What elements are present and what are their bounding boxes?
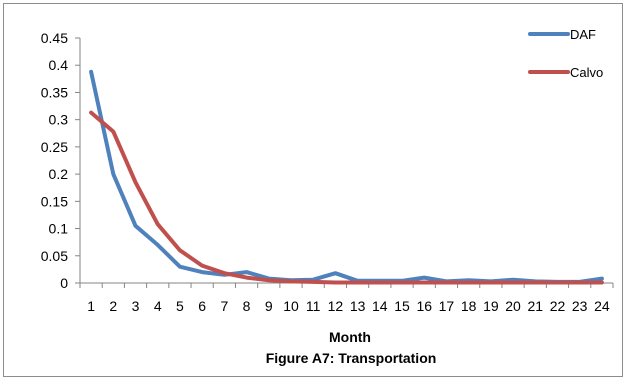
x-tick-label: 13	[350, 298, 366, 314]
y-tick-label: 0.25	[41, 139, 68, 155]
x-tick-label: 12	[328, 298, 344, 314]
x-tick-label: 14	[372, 298, 388, 314]
x-tick-label: 18	[461, 298, 477, 314]
y-tick-label: 0.05	[41, 248, 68, 264]
x-tick-label: 16	[416, 298, 432, 314]
x-tick-label: 10	[283, 298, 299, 314]
legend-label-daf: DAF	[570, 27, 596, 42]
x-tick-label: 5	[176, 298, 184, 314]
y-tick-label: 0.3	[49, 112, 69, 128]
x-tick-label: 11	[306, 298, 321, 314]
x-tick-label: 9	[265, 298, 273, 314]
y-tick-label: 0.4	[49, 57, 69, 73]
y-axis: 0 0.05 0.1 0.15 0.2 0.25 0.3 0.35 0.4 0.45	[41, 30, 81, 291]
x-tick-label: 23	[572, 298, 588, 314]
series-line-calvo	[89, 110, 604, 285]
figure-caption: Figure A7: Transportation	[266, 350, 437, 366]
y-tick-label: 0.35	[41, 84, 68, 100]
legend-label-calvo: Calvo	[570, 65, 603, 80]
x-tick-label: 4	[154, 298, 162, 314]
x-tick-label: 17	[439, 298, 455, 314]
x-tick-label: 22	[550, 298, 566, 314]
x-tick-label: 1	[87, 298, 95, 314]
x-tick-label: 3	[132, 298, 140, 314]
x-axis-title: Month	[329, 329, 371, 345]
x-tick-label: 19	[483, 298, 499, 314]
x-tick-label: 24	[594, 298, 610, 314]
series-layer	[89, 69, 604, 285]
x-tick-label: 7	[220, 298, 228, 314]
x-tick-label: 8	[243, 298, 251, 314]
y-tick-label: 0.1	[49, 221, 69, 237]
x-tick-label: 15	[394, 298, 410, 314]
chart-frame	[3, 3, 623, 377]
legend: DAF Calvo	[528, 27, 603, 80]
y-tick-label: 0	[60, 275, 68, 291]
x-tick-label: 20	[505, 298, 521, 314]
x-tick-label: 2	[109, 298, 117, 314]
x-tick-label: 21	[527, 298, 543, 314]
y-tick-label: 0.15	[41, 193, 68, 209]
series-line-daf	[89, 69, 604, 284]
y-tick-label: 0.45	[41, 30, 68, 46]
x-axis: 1 2 3 4 5 6 7 8 9 10 11 12 13 14 15 16 17 18 19 20 21 22 23 24	[79, 282, 614, 314]
y-tick-label: 0.2	[49, 166, 69, 182]
x-tick-label: 6	[198, 298, 206, 314]
